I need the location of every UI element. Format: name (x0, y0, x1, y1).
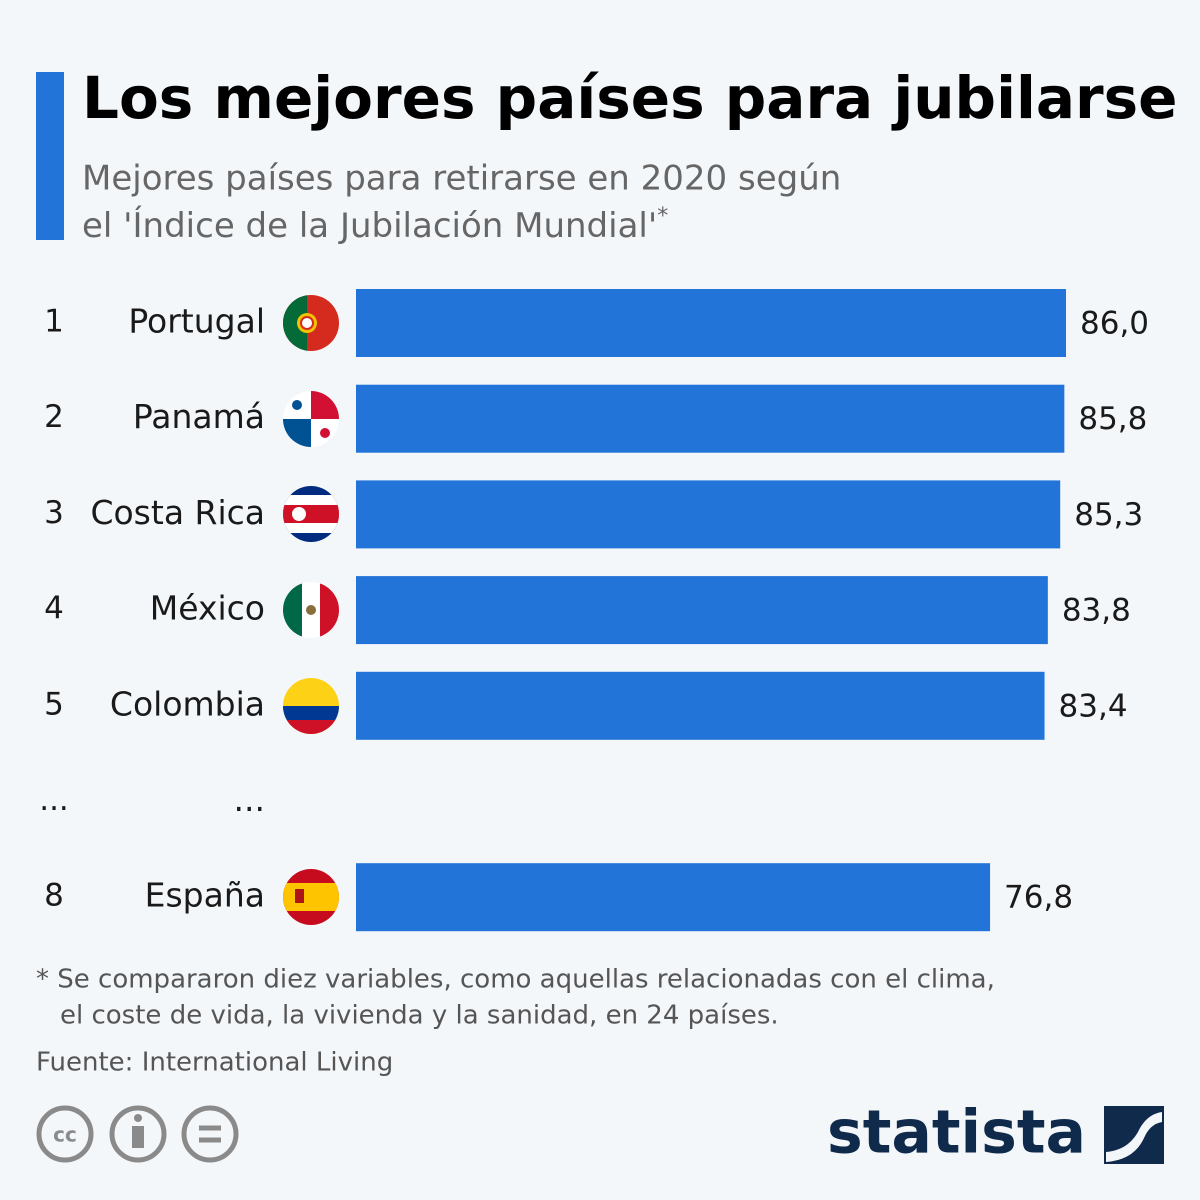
chart-title: Los mejores países para jubilarse (82, 64, 1177, 132)
rows: 1 Portugal 86,0 2 Panamá 85,8 3 Costa Rica 85,3 4… (39, 289, 1149, 932)
category-label: Colombia (110, 684, 265, 723)
bar (356, 863, 991, 932)
category-label: Panamá (133, 397, 265, 436)
subtitle-asterisk: * (657, 204, 668, 229)
source: Fuente: International Living (36, 1048, 393, 1078)
rank: 3 (44, 495, 64, 531)
cc-label: cc (53, 1123, 77, 1147)
flag (283, 678, 339, 734)
flag (283, 295, 339, 351)
rank: 4 (44, 591, 64, 627)
rank: 1 (44, 304, 64, 340)
rank: 2 (44, 399, 64, 435)
license-icons (36, 1105, 239, 1163)
bar (356, 576, 1048, 645)
footnote: el coste de vida, la vivienda y la sanid… (60, 1001, 779, 1031)
category-label: Costa Rica (90, 493, 265, 532)
bar (356, 289, 1066, 357)
category-label: Portugal (128, 302, 265, 341)
rank: ... (39, 782, 69, 818)
bar (356, 671, 1045, 740)
footnote: * Se compararon diez variables, como aqu… (36, 965, 995, 995)
bar (356, 384, 1065, 453)
title-accent (36, 72, 64, 240)
value-label: 83,4 (1059, 688, 1128, 724)
rank: 8 (44, 878, 64, 914)
subtitle-text: el 'Índice de la Jubilación Mundial' (82, 205, 657, 246)
value-label: 83,8 (1062, 593, 1131, 629)
subtitle: el 'Índice de la Jubilación Mundial'* (82, 204, 668, 246)
brand-icon (1104, 1106, 1164, 1164)
value-label: 76,8 (1004, 880, 1073, 916)
category-label: México (150, 589, 265, 628)
flag (283, 486, 339, 542)
value-label: 86,0 (1080, 306, 1149, 342)
value-label: 85,8 (1078, 401, 1147, 437)
brand: statista (827, 1098, 1086, 1168)
value-label: 85,3 (1074, 497, 1143, 533)
category-label: España (145, 876, 265, 915)
category-label: ... (234, 780, 265, 819)
subtitle: Mejores países para retirarse en 2020 se… (82, 159, 841, 199)
rank: 5 (44, 686, 64, 722)
flag (283, 582, 339, 638)
bar (356, 480, 1061, 549)
flag (283, 391, 339, 447)
flag (283, 869, 339, 925)
